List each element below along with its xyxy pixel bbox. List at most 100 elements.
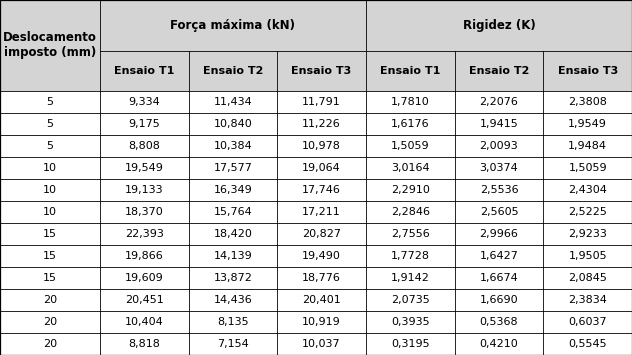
Bar: [277, 179, 366, 201]
Bar: [544, 91, 632, 113]
Text: 8,135: 8,135: [217, 317, 249, 327]
Bar: [100, 289, 188, 311]
Text: Ensaio T1: Ensaio T1: [380, 66, 441, 76]
Text: 5: 5: [46, 141, 54, 151]
Text: 1,6690: 1,6690: [480, 295, 518, 305]
Text: 1,6427: 1,6427: [480, 251, 518, 261]
Text: 19,866: 19,866: [125, 251, 164, 261]
Text: 20,827: 20,827: [302, 229, 341, 239]
Bar: [277, 201, 366, 223]
Bar: [277, 289, 366, 311]
Bar: [454, 201, 544, 223]
Text: 2,0845: 2,0845: [568, 273, 607, 283]
Bar: [188, 157, 277, 179]
Text: 10,384: 10,384: [214, 141, 252, 151]
Bar: [0, 333, 100, 355]
Bar: [277, 51, 366, 91]
Bar: [544, 157, 632, 179]
Text: 2,9966: 2,9966: [480, 229, 518, 239]
Bar: [366, 179, 454, 201]
Bar: [454, 311, 544, 333]
Text: 0,3195: 0,3195: [391, 339, 430, 349]
Bar: [0, 157, 100, 179]
Bar: [188, 311, 277, 333]
Text: 19,549: 19,549: [125, 163, 164, 173]
Text: 2,2910: 2,2910: [391, 185, 430, 195]
Text: 1,9415: 1,9415: [480, 119, 518, 129]
Text: 20: 20: [43, 317, 57, 327]
Bar: [277, 245, 366, 267]
Text: 11,791: 11,791: [302, 97, 341, 106]
Text: 15: 15: [43, 251, 57, 261]
Bar: [277, 91, 366, 113]
Bar: [544, 51, 632, 91]
Bar: [100, 311, 188, 333]
Bar: [188, 289, 277, 311]
Text: 2,3834: 2,3834: [568, 295, 607, 305]
Bar: [0, 179, 100, 201]
Text: 9,334: 9,334: [128, 97, 160, 106]
Text: 15: 15: [43, 229, 57, 239]
Text: 16,349: 16,349: [214, 185, 252, 195]
Text: 1,5059: 1,5059: [391, 141, 430, 151]
Text: 1,9549: 1,9549: [568, 119, 607, 129]
Text: 19,490: 19,490: [302, 251, 341, 261]
Text: 10,037: 10,037: [302, 339, 341, 349]
Bar: [544, 267, 632, 289]
Bar: [0, 201, 100, 223]
Bar: [100, 201, 188, 223]
Bar: [100, 157, 188, 179]
Bar: [544, 289, 632, 311]
Bar: [454, 91, 544, 113]
Text: 8,818: 8,818: [128, 339, 160, 349]
Bar: [366, 311, 454, 333]
Text: 14,436: 14,436: [214, 295, 252, 305]
Bar: [0, 311, 100, 333]
Bar: [100, 0, 366, 51]
Bar: [188, 201, 277, 223]
Bar: [544, 179, 632, 201]
Text: 1,9484: 1,9484: [568, 141, 607, 151]
Text: 20: 20: [43, 339, 57, 349]
Text: 20,451: 20,451: [125, 295, 164, 305]
Bar: [277, 135, 366, 157]
Bar: [366, 289, 454, 311]
Bar: [454, 333, 544, 355]
Text: 1,5059: 1,5059: [568, 163, 607, 173]
Text: 15: 15: [43, 273, 57, 283]
Text: Ensaio T2: Ensaio T2: [203, 66, 263, 76]
Bar: [188, 245, 277, 267]
Text: 2,2076: 2,2076: [480, 97, 518, 106]
Bar: [366, 333, 454, 355]
Text: Ensaio T1: Ensaio T1: [114, 66, 174, 76]
Bar: [100, 135, 188, 157]
Bar: [100, 223, 188, 245]
Text: 1,6176: 1,6176: [391, 119, 430, 129]
Text: 11,226: 11,226: [302, 119, 341, 129]
Bar: [454, 135, 544, 157]
Bar: [100, 113, 188, 135]
Text: 11,434: 11,434: [214, 97, 252, 106]
Bar: [0, 0, 100, 91]
Bar: [188, 113, 277, 135]
Bar: [188, 51, 277, 91]
Bar: [277, 223, 366, 245]
Text: 20: 20: [43, 295, 57, 305]
Bar: [188, 333, 277, 355]
Text: 19,609: 19,609: [125, 273, 164, 283]
Bar: [0, 135, 100, 157]
Bar: [100, 179, 188, 201]
Bar: [544, 223, 632, 245]
Text: 0,5368: 0,5368: [480, 317, 518, 327]
Bar: [188, 179, 277, 201]
Bar: [188, 91, 277, 113]
Bar: [100, 51, 188, 91]
Bar: [544, 135, 632, 157]
Text: 13,872: 13,872: [214, 273, 252, 283]
Text: 0,3935: 0,3935: [391, 317, 430, 327]
Text: Ensaio T3: Ensaio T3: [291, 66, 352, 76]
Bar: [0, 91, 100, 113]
Text: 18,370: 18,370: [125, 207, 164, 217]
Text: 18,420: 18,420: [214, 229, 252, 239]
Text: 0,6037: 0,6037: [568, 317, 607, 327]
